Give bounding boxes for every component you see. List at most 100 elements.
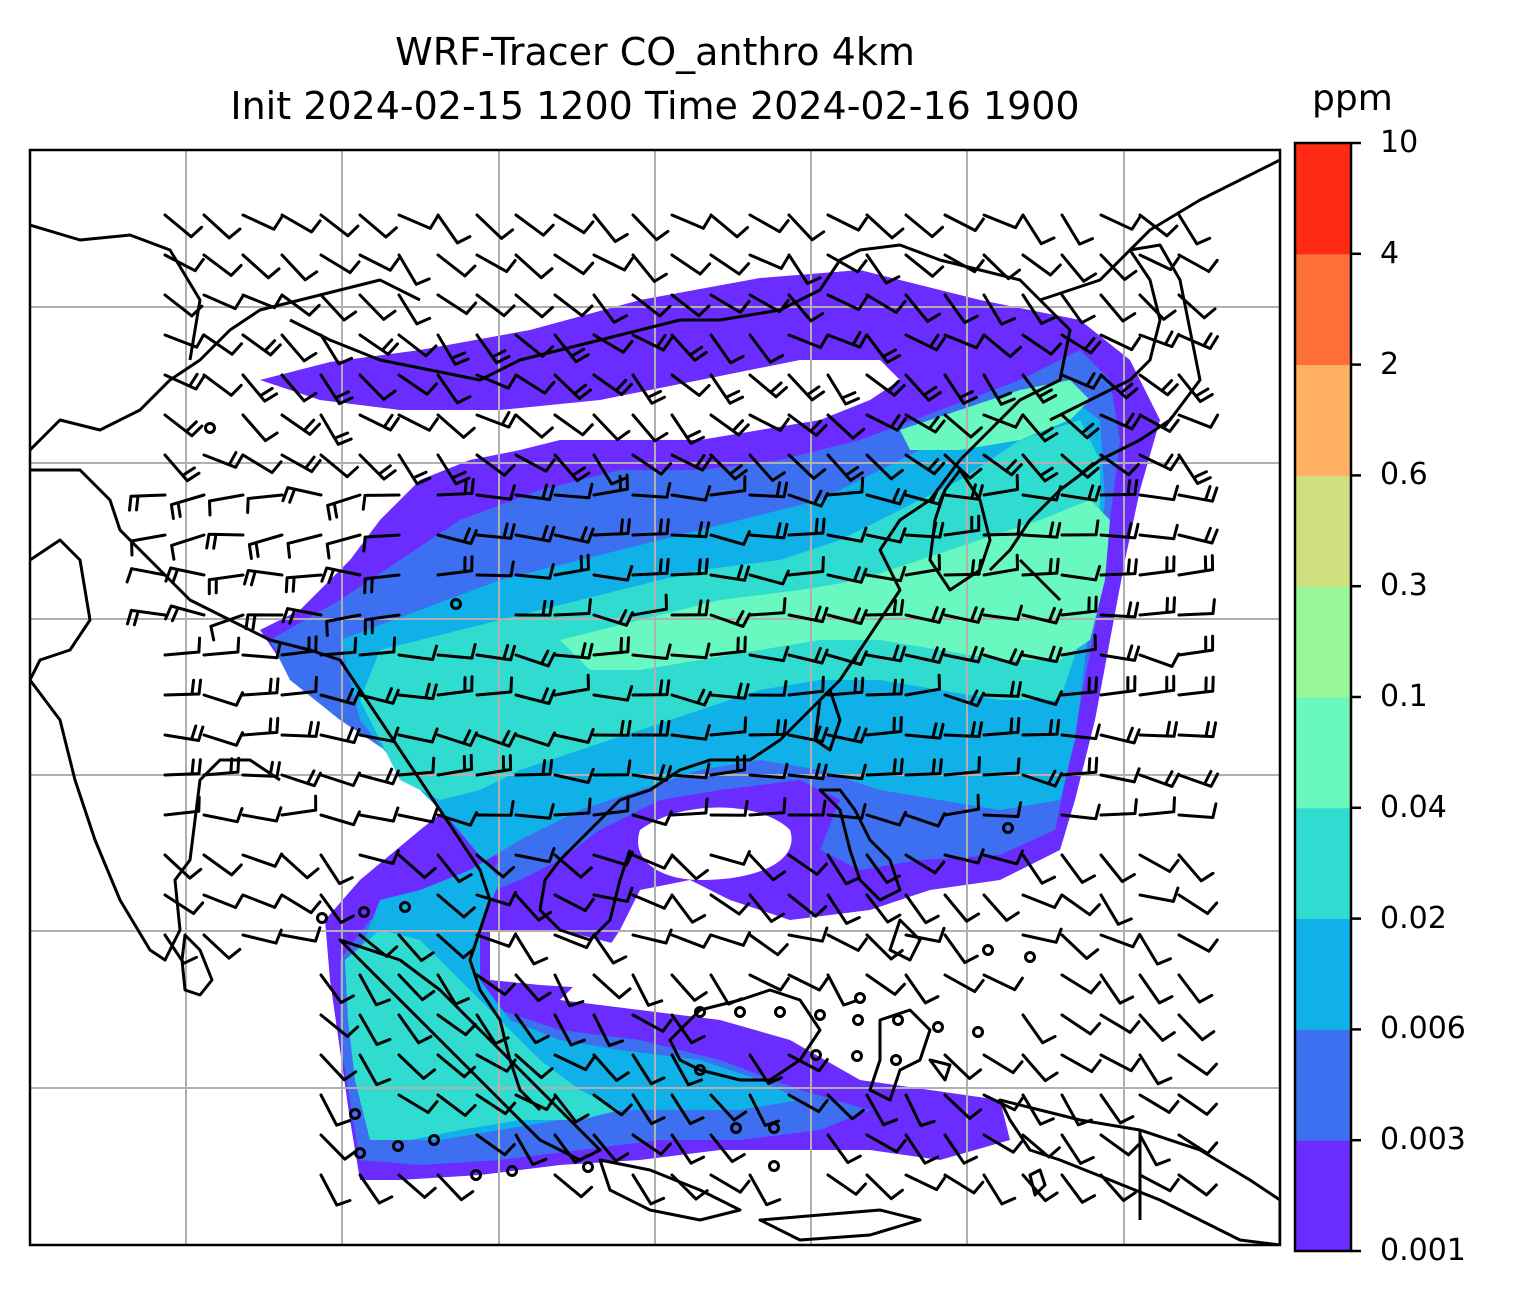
wind-barb xyxy=(943,645,985,664)
wind-barb xyxy=(670,453,712,472)
wind-barb xyxy=(631,764,673,782)
colorbar-tick-label: 0.04 xyxy=(1380,789,1447,825)
wind-barb xyxy=(904,606,946,624)
wind-barb xyxy=(553,973,585,1008)
wind-barb xyxy=(475,1133,516,1157)
wind-barb xyxy=(787,646,829,665)
wind-barb xyxy=(1099,453,1140,477)
wind-barb xyxy=(1099,1133,1140,1157)
map-title: WRF-Tracer CO_anthro 4km xyxy=(395,30,915,74)
wind-barb xyxy=(436,675,474,697)
wind-barb xyxy=(130,533,167,557)
wind-barb xyxy=(1060,293,1096,325)
wind-barb xyxy=(631,928,673,945)
wind-barb xyxy=(1138,453,1180,472)
wind-barb xyxy=(163,636,202,657)
colorbar-tick-label: 10 xyxy=(1380,125,1419,160)
wind-barb xyxy=(709,1093,748,1122)
wind-barb xyxy=(205,532,245,550)
wind-barb xyxy=(475,932,518,948)
wind-barb xyxy=(943,1133,979,1165)
wind-barb xyxy=(1060,803,1101,821)
wind-barb xyxy=(1099,213,1141,231)
wind-barb xyxy=(358,333,399,356)
wind-barb xyxy=(826,607,868,625)
wind-barb xyxy=(553,1173,594,1199)
wind-barb xyxy=(982,518,1022,537)
wind-barb xyxy=(202,636,241,657)
wind-barb xyxy=(241,928,283,945)
wind-barb xyxy=(241,893,284,909)
wind-barb xyxy=(826,803,867,820)
wind-barb xyxy=(904,893,940,925)
wind-barb xyxy=(436,893,476,919)
wind-barb xyxy=(1060,756,1099,777)
wind-barb xyxy=(319,771,361,787)
wind-barb xyxy=(1021,293,1056,325)
wind-barb xyxy=(982,473,1019,497)
wind-barb xyxy=(280,853,320,880)
wind-barb xyxy=(748,1053,783,1085)
wind-barb xyxy=(865,810,907,827)
wind-barb xyxy=(1060,453,1100,479)
wind-barb xyxy=(943,373,978,405)
wind-barb xyxy=(748,569,790,586)
wind-barb xyxy=(361,493,401,511)
calm-wind-marker xyxy=(982,944,994,956)
wind-barb xyxy=(1177,293,1217,320)
wind-barb xyxy=(553,1013,586,1047)
wind-barb xyxy=(982,1093,1024,1112)
wind-barb xyxy=(670,1173,709,1201)
wind-barb xyxy=(475,853,515,879)
wind-barb xyxy=(592,413,631,442)
wind-barb xyxy=(787,893,828,918)
wind-barb xyxy=(670,933,713,949)
wind-barb xyxy=(943,721,984,738)
wind-barb xyxy=(826,933,868,952)
wind-barb xyxy=(904,553,941,577)
wind-barb xyxy=(670,373,711,397)
wind-barb xyxy=(553,933,596,950)
wind-barb xyxy=(436,643,477,660)
wind-barb xyxy=(787,333,830,349)
wind-barb xyxy=(475,333,511,365)
wind-barb xyxy=(904,673,941,697)
wind-barb xyxy=(363,613,401,636)
wind-barb xyxy=(1021,1173,1059,1203)
wind-barb xyxy=(358,373,397,401)
wind-barb xyxy=(1177,770,1220,788)
wind-barb xyxy=(164,566,206,585)
wind-barb xyxy=(1138,1093,1180,1114)
wind-barb xyxy=(826,213,868,232)
wind-barb xyxy=(592,973,632,1000)
wind-barb xyxy=(1060,253,1098,283)
wind-barb xyxy=(1138,933,1172,966)
wind-barb xyxy=(592,453,627,486)
wind-barb xyxy=(826,1133,862,1165)
wind-barb xyxy=(1177,213,1212,246)
wind-barb xyxy=(904,646,946,664)
wind-barb xyxy=(553,293,594,318)
wind-barb xyxy=(748,1173,782,1207)
wind-barb xyxy=(164,604,206,623)
calm-wind-marker xyxy=(349,1108,361,1120)
wind-barb xyxy=(1099,333,1141,352)
wind-barb xyxy=(163,253,205,273)
wind-barb xyxy=(865,413,907,432)
calm-wind-marker xyxy=(810,1049,822,1061)
coastlines xyxy=(30,158,1280,1245)
colorbar-segment xyxy=(1295,364,1351,476)
wind-barb xyxy=(982,253,1021,281)
colorbar-tick-label: 0.3 xyxy=(1380,568,1428,604)
wind-barb xyxy=(286,533,323,559)
wind-barb xyxy=(1060,893,1101,917)
calm-wind-marker xyxy=(470,1169,482,1181)
wind-barb xyxy=(1021,927,1063,944)
wind-barb xyxy=(1099,601,1140,619)
wind-barb xyxy=(241,760,281,778)
wind-barb xyxy=(241,716,280,737)
wind-barb xyxy=(787,725,829,744)
wind-barb xyxy=(326,493,362,521)
wind-barb xyxy=(358,933,399,958)
wind-barb xyxy=(553,642,594,660)
